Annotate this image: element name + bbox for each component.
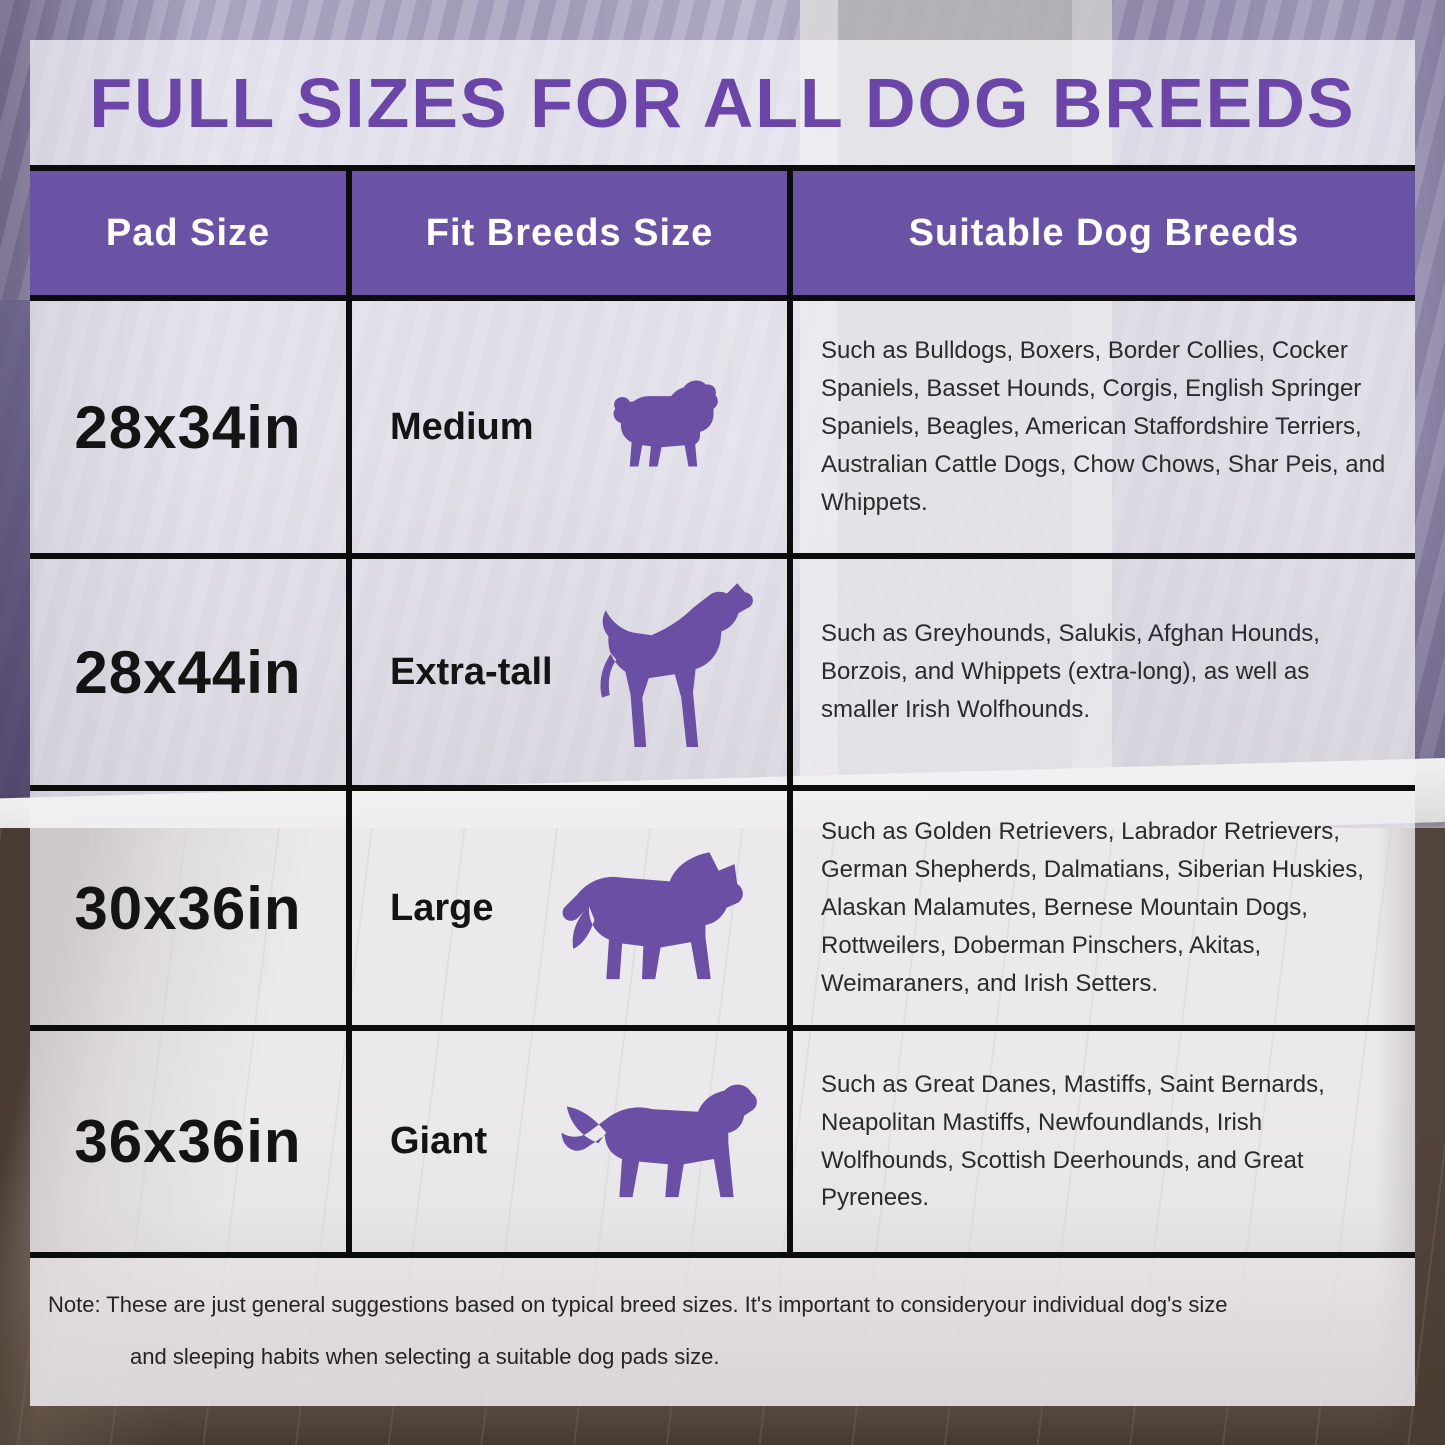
column-header-suitable-dog-breeds: Suitable Dog Breeds xyxy=(793,171,1415,295)
column-header-fit-breeds-size: Fit Breeds Size xyxy=(352,171,793,295)
golden-retriever-silhouette-icon xyxy=(561,1084,757,1198)
pad-size-value: 36x36in xyxy=(30,1031,352,1252)
table-row: 36x36in Giant Such as Great Danes, Masti… xyxy=(30,1031,1415,1258)
note-text-line2: and sleeping habits when selecting a sui… xyxy=(130,1344,720,1369)
fit-breed-size-label: Extra-tall xyxy=(390,650,553,693)
pad-size-value: 28x44in xyxy=(30,559,352,785)
note-text-line1: Note: These are just general suggestions… xyxy=(48,1292,1228,1317)
fit-breed-size-cell: Medium xyxy=(352,301,793,553)
suitable-breeds-text: Such as Bulldogs, Boxers, Border Collies… xyxy=(793,301,1415,553)
table-row: 28x34in Medium Such as Bulldogs, Boxers,… xyxy=(30,301,1415,559)
fit-breed-size-label: Large xyxy=(390,886,494,929)
german-shepherd-silhouette-icon xyxy=(562,852,743,980)
fit-breed-size-cell: Large xyxy=(352,791,793,1025)
suitable-breeds-text: Such as Golden Retrievers, Labrador Retr… xyxy=(793,791,1415,1025)
lavender-dark-edge xyxy=(0,300,34,820)
fit-breed-size-cell: Giant xyxy=(352,1031,793,1252)
table-row: 28x44in Extra-tall Such as Greyhounds, S… xyxy=(30,559,1415,791)
suitable-breeds-text: Such as Greyhounds, Salukis, Afghan Houn… xyxy=(793,559,1415,785)
page-title: FULL SIZES FOR ALL DOG BREEDS xyxy=(89,63,1356,142)
column-header-pad-size: Pad Size xyxy=(30,171,352,295)
fit-breed-size-label: Giant xyxy=(390,1120,488,1162)
fit-breed-size-cell: Extra-tall xyxy=(352,559,793,785)
pug-silhouette-icon xyxy=(613,380,718,467)
greyhound-silhouette-icon xyxy=(600,583,753,747)
size-table: Pad Size Fit Breeds Size Suitable Dog Br… xyxy=(30,165,1415,1258)
table-row: 30x36in Large Such as Golden Retrievers,… xyxy=(30,791,1415,1031)
pad-size-value: 30x36in xyxy=(30,791,352,1025)
table-header-row: Pad Size Fit Breeds Size Suitable Dog Br… xyxy=(30,171,1415,301)
suitable-breeds-text: Such as Great Danes, Mastiffs, Saint Ber… xyxy=(793,1031,1415,1252)
title-band: FULL SIZES FOR ALL DOG BREEDS xyxy=(30,40,1415,165)
note-panel: Note: These are just general suggestions… xyxy=(30,1258,1415,1406)
pad-size-value: 28x34in xyxy=(30,301,352,553)
fit-breed-size-label: Medium xyxy=(390,405,534,448)
